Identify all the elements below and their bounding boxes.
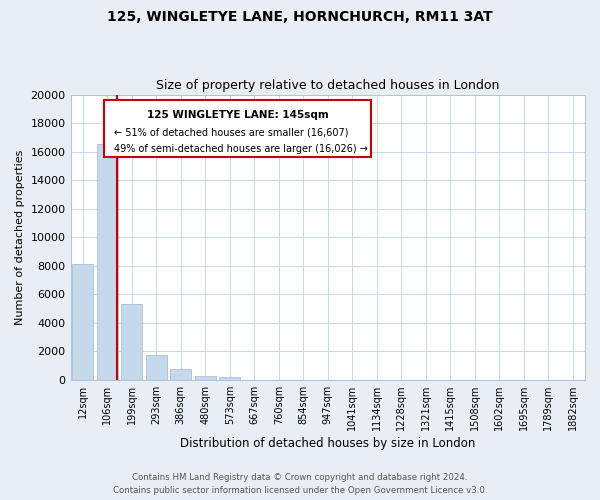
Text: ← 51% of detached houses are smaller (16,607): ← 51% of detached houses are smaller (16… [114, 128, 349, 138]
Bar [121, 304, 142, 380]
Bar [73, 264, 93, 380]
Bar [97, 144, 118, 380]
Bar [146, 354, 167, 380]
X-axis label: Distribution of detached houses by size in London: Distribution of detached houses by size … [180, 437, 475, 450]
Text: Contains public sector information licensed under the Open Government Licence v3: Contains public sector information licen… [113, 486, 487, 495]
Bar [170, 369, 191, 380]
Bar [195, 376, 215, 380]
FancyBboxPatch shape [104, 100, 371, 158]
Y-axis label: Number of detached properties: Number of detached properties [15, 150, 25, 325]
Text: Contains HM Land Registry data © Crown copyright and database right 2024.: Contains HM Land Registry data © Crown c… [132, 474, 468, 482]
Text: 125 WINGLETYE LANE: 145sqm: 125 WINGLETYE LANE: 145sqm [147, 110, 329, 120]
Text: 49% of semi-detached houses are larger (16,026) →: 49% of semi-detached houses are larger (… [114, 144, 368, 154]
Text: 125, WINGLETYE LANE, HORNCHURCH, RM11 3AT: 125, WINGLETYE LANE, HORNCHURCH, RM11 3A… [107, 10, 493, 24]
Title: Size of property relative to detached houses in London: Size of property relative to detached ho… [156, 79, 499, 92]
Bar [220, 377, 240, 380]
